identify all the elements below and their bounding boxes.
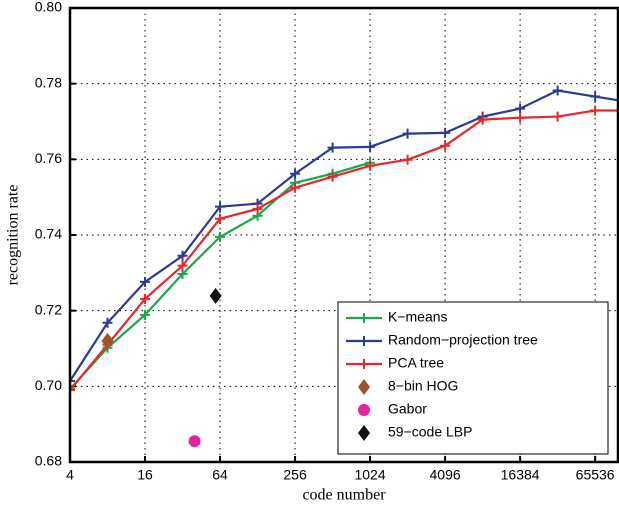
legend-marker <box>359 359 369 369</box>
series-line <box>70 89 618 382</box>
x-axis-label: code number <box>302 487 386 504</box>
x-tick-label: 4096 <box>430 467 461 483</box>
plot-frame <box>68 6 619 464</box>
point <box>209 287 222 304</box>
legend-marker <box>358 404 370 416</box>
point-marker <box>515 112 526 123</box>
point-marker <box>590 91 601 102</box>
legend-label: Gabor <box>388 401 427 417</box>
point-marker <box>402 128 413 139</box>
point-marker <box>215 213 226 224</box>
point-marker <box>70 376 75 387</box>
point-marker <box>327 171 338 182</box>
legend-label: K−means <box>388 309 448 325</box>
y-tick-label: 0.76 <box>35 150 62 166</box>
point <box>188 435 201 448</box>
point-marker <box>365 141 376 152</box>
point-marker <box>552 111 563 122</box>
plot-area <box>70 85 618 448</box>
point-marker <box>290 182 301 193</box>
point-marker <box>440 140 451 151</box>
x-tick-label: 4 <box>66 467 74 483</box>
x-tick-label: 16 <box>137 467 153 483</box>
y-tick-label: 0.70 <box>35 377 62 393</box>
point-marker <box>177 250 188 261</box>
y-tick-label: 0.80 <box>35 0 62 15</box>
legend-box <box>337 301 609 455</box>
legend-marker <box>359 336 369 346</box>
point-marker <box>290 168 301 179</box>
point-marker <box>515 103 526 114</box>
y-axis-label: recognition rate <box>5 185 22 286</box>
x-tick-label: 64 <box>212 467 228 483</box>
point-marker <box>440 127 451 138</box>
legend-marker <box>359 313 369 323</box>
x-tick-label: 16384 <box>501 467 540 483</box>
point-marker <box>140 276 151 287</box>
point-marker <box>402 154 413 165</box>
point-marker <box>215 201 226 212</box>
point-marker <box>70 385 75 396</box>
legend-marker <box>358 425 370 441</box>
point-marker <box>327 142 338 153</box>
x-tick-label: 256 <box>283 467 307 483</box>
point-marker <box>177 260 188 271</box>
point-marker <box>477 114 488 125</box>
point-marker <box>365 160 376 171</box>
point-marker <box>252 203 263 214</box>
y-tick-label: 0.72 <box>35 301 62 317</box>
point-marker <box>140 293 151 304</box>
series-line <box>70 109 618 391</box>
legend-marker <box>358 379 370 395</box>
legend-label: PCA tree <box>388 355 444 371</box>
point-marker <box>552 85 563 96</box>
legend: K−means Random−projection tree PCA tree 8−b… <box>337 301 609 455</box>
point <box>101 332 114 349</box>
y-tick-label: 0.68 <box>35 453 62 469</box>
legend-label: Random−projection tree <box>388 332 538 348</box>
legend-label: 8−bin HOG <box>388 378 458 394</box>
legend-label: 59−code LBP <box>388 424 472 440</box>
y-tick-label: 0.78 <box>35 74 62 90</box>
x-tick-label: 1024 <box>354 467 385 483</box>
y-tick-label: 0.74 <box>35 226 62 242</box>
point-marker <box>215 231 226 242</box>
x-tick-label: 65536 <box>576 467 615 483</box>
point-marker <box>70 383 75 394</box>
point-marker <box>140 309 151 320</box>
point-marker <box>590 105 601 116</box>
point-marker <box>102 317 113 328</box>
